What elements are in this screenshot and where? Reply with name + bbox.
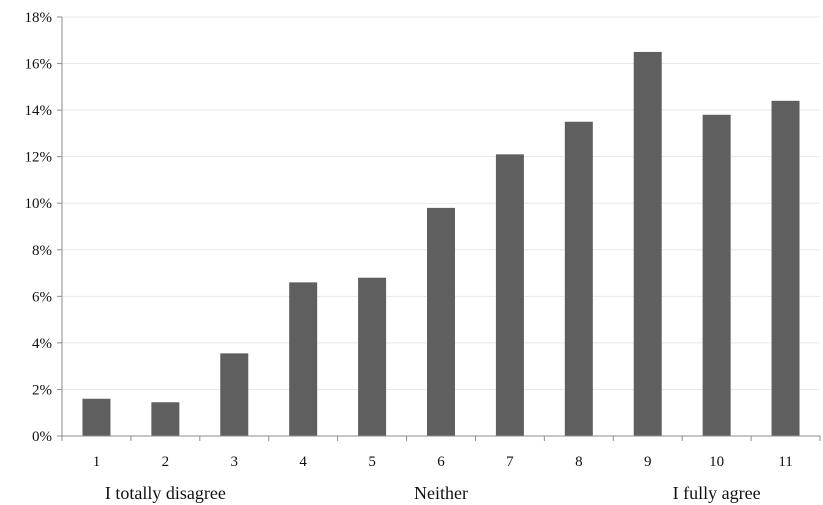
y-tick-label: 14% [25, 103, 53, 119]
group-label: Neither [414, 483, 468, 503]
x-tick-label: 11 [778, 454, 792, 470]
y-tick-label: 4% [32, 336, 52, 352]
bar [633, 51, 662, 437]
x-tick-label: 10 [709, 454, 724, 470]
x-tick-label: 2 [162, 454, 170, 470]
axes [57, 16, 821, 441]
bars [82, 51, 800, 437]
y-tick-labels: 0% 2% 4% 6% 8% 10% 12% 14% 16% 18% [25, 10, 53, 445]
y-tick-label: 16% [25, 57, 53, 73]
bar [495, 154, 524, 437]
y-tick-label: 18% [25, 10, 53, 26]
x-tick-label: 6 [437, 454, 445, 470]
x-tick-labels: 1 2 3 4 5 6 7 8 9 10 11 [93, 454, 793, 470]
y-tick-label: 6% [32, 289, 52, 305]
x-tick-label: 1 [93, 454, 101, 470]
bar [82, 398, 111, 436]
bar [151, 402, 180, 436]
bar [220, 353, 249, 436]
bar [702, 114, 731, 437]
group-label: I fully agree [673, 483, 761, 503]
bar [358, 277, 387, 436]
y-tick-label: 0% [32, 429, 52, 445]
bar [427, 207, 455, 436]
x-tick-label: 8 [575, 454, 583, 470]
y-tick-label: 10% [25, 196, 53, 212]
gridlines [62, 16, 820, 390]
group-labels: I totally disagree Neither I fully agree [105, 483, 761, 503]
group-label: I totally disagree [105, 483, 226, 503]
x-tick-label: 9 [644, 454, 652, 470]
y-tick-label: 8% [32, 243, 52, 259]
x-tick-label: 4 [299, 454, 307, 470]
x-tick-label: 3 [231, 454, 239, 470]
bar [564, 121, 593, 436]
bar [289, 282, 318, 436]
y-tick-label: 2% [32, 382, 52, 398]
bar [771, 100, 800, 437]
x-tick-label: 7 [506, 454, 514, 470]
x-tick-label: 5 [368, 454, 376, 470]
y-tick-label: 12% [25, 150, 53, 166]
